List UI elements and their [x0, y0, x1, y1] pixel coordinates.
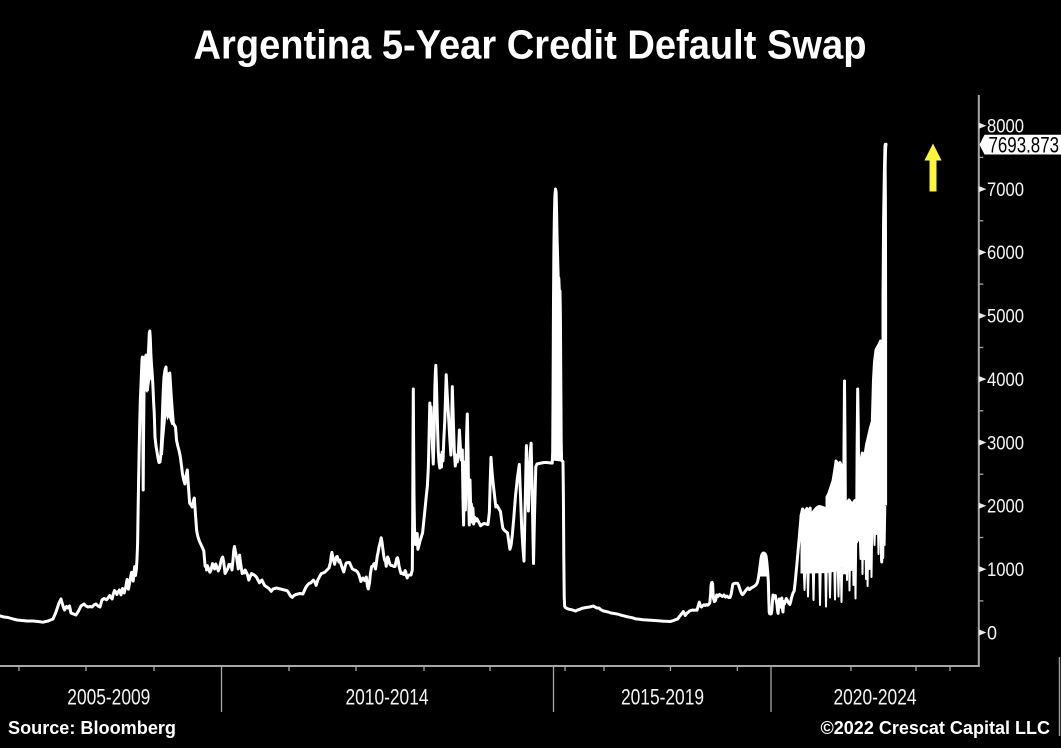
svg-text:2000: 2000 [987, 496, 1024, 518]
svg-text:2010-2014: 2010-2014 [346, 685, 429, 710]
svg-text:3000: 3000 [987, 432, 1024, 454]
svg-text:Argentina 5-Year Credit Defaul: Argentina 5-Year Credit Default Swap [194, 22, 867, 68]
svg-text:7693.873: 7693.873 [989, 133, 1060, 158]
svg-text:5000: 5000 [987, 306, 1024, 328]
svg-text:2015-2019: 2015-2019 [621, 685, 704, 710]
svg-text:6000: 6000 [987, 242, 1024, 264]
svg-text:2005-2009: 2005-2009 [67, 685, 150, 710]
svg-text:7000: 7000 [987, 179, 1024, 201]
svg-text:Source: Bloomberg: Source: Bloomberg [8, 717, 176, 738]
svg-text:2020-2024: 2020-2024 [834, 685, 917, 710]
svg-text:4000: 4000 [987, 369, 1024, 391]
svg-text:©2022 Crescat Capital LLC: ©2022 Crescat Capital LLC [821, 717, 1051, 738]
svg-text:1000: 1000 [987, 559, 1024, 581]
svg-text:0: 0 [987, 622, 997, 644]
